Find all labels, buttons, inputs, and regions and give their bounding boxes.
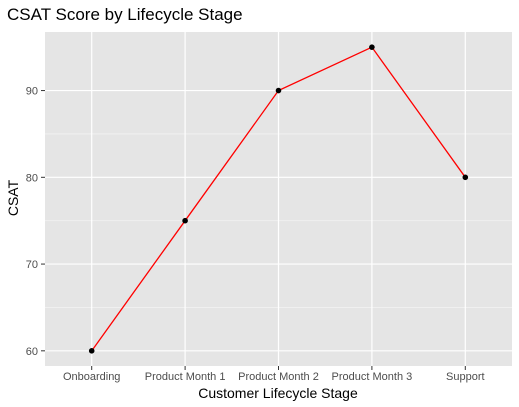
data-point-2 [275, 87, 282, 94]
y-tick-label-3: 90 [26, 86, 38, 98]
data-point-0 [88, 348, 95, 354]
data-point-3 [369, 44, 375, 50]
x-tick-label-0: Onboarding [63, 371, 121, 383]
data-point-4 [462, 174, 469, 181]
y-axis-title: CSAT [5, 179, 21, 216]
data-point-1 [182, 217, 188, 224]
x-tick-label-1: Product Month 1 [145, 371, 226, 383]
chart-title: CSAT Score by Lifecycle Stage [7, 5, 243, 24]
y-tick-label-1: 70 [26, 259, 38, 271]
x-tick-label-2: Product Month 2 [238, 371, 319, 383]
axes: 60 70 80 90 Onboarding Product Month 1 Product… [26, 86, 485, 383]
x-axis-title: Customer Lifecycle Stage [198, 385, 358, 401]
y-tick-label-0: 60 [26, 346, 38, 358]
y-tick-label-2: 80 [26, 172, 38, 184]
x-tick-label-3: Product Month 3 [332, 371, 413, 383]
data-series [88, 44, 469, 354]
gridlines [45, 32, 512, 366]
x-tick-label-4: Support [446, 371, 485, 383]
